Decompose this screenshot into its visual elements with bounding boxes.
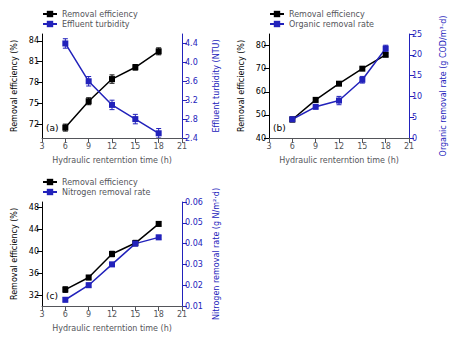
svg-text:3: 3 (39, 142, 44, 151)
svg-text:0.02: 0.02 (185, 281, 203, 290)
svg-text:(b): (b) (273, 123, 286, 133)
svg-text:Removal efficiency: Removal efficiency (62, 178, 138, 187)
svg-text:2.8: 2.8 (185, 115, 198, 124)
svg-text:3: 3 (39, 310, 44, 319)
svg-text:(a): (a) (46, 123, 59, 133)
svg-text:80: 80 (256, 41, 266, 50)
svg-text:Effluent turbidity (NTU): Effluent turbidity (NTU) (212, 39, 221, 132)
svg-text:25: 25 (412, 30, 422, 39)
svg-text:Removal efficiency (%): Removal efficiency (%) (10, 208, 19, 300)
svg-text:6: 6 (63, 142, 68, 151)
svg-text:Nitrogen removal rate: Nitrogen removal rate (62, 188, 150, 197)
svg-text:12: 12 (334, 142, 344, 151)
svg-text:40: 40 (29, 247, 39, 256)
svg-text:Removal efficiency (%): Removal efficiency (%) (237, 40, 246, 132)
svg-text:Removal efficiency (%): Removal efficiency (%) (10, 40, 19, 132)
svg-text:60: 60 (256, 87, 266, 96)
svg-text:48: 48 (29, 203, 39, 212)
svg-text:50: 50 (256, 110, 266, 119)
svg-text:0.01: 0.01 (185, 302, 203, 311)
svg-text:Organic removal rate (g COD/m³: Organic removal rate (g COD/m³·d) (439, 16, 448, 157)
svg-text:Effluent turbidity: Effluent turbidity (62, 20, 130, 29)
svg-text:18: 18 (381, 142, 391, 151)
svg-text:12: 12 (107, 142, 117, 151)
svg-text:12: 12 (107, 310, 117, 319)
svg-text:0.04: 0.04 (185, 239, 203, 248)
svg-text:78: 78 (29, 78, 39, 87)
svg-text:18: 18 (154, 142, 164, 151)
svg-text:21: 21 (404, 142, 414, 151)
svg-text:4.4: 4.4 (185, 39, 198, 48)
svg-text:0.05: 0.05 (185, 218, 203, 227)
svg-text:3.6: 3.6 (185, 77, 198, 86)
svg-text:Organic removal rate: Organic removal rate (289, 20, 374, 29)
svg-text:0: 0 (412, 133, 418, 143)
svg-text:6: 6 (63, 310, 68, 319)
svg-text:Hydraulic renterntion time (h): Hydraulic renterntion time (h) (279, 156, 399, 165)
svg-text:72: 72 (29, 120, 39, 129)
svg-text:10: 10 (412, 92, 422, 101)
svg-text:9: 9 (313, 142, 318, 151)
svg-text:32: 32 (29, 291, 39, 300)
svg-text:15: 15 (130, 142, 140, 151)
svg-text:9: 9 (86, 310, 91, 319)
svg-text:36: 36 (29, 269, 39, 278)
svg-text:0.06: 0.06 (185, 198, 203, 207)
svg-text:Nitrogen removal rate (g N/m²·: Nitrogen removal rate (g N/m²·d) (212, 188, 221, 320)
svg-text:44: 44 (29, 225, 39, 234)
svg-text:0.03: 0.03 (185, 260, 203, 269)
svg-text:21: 21 (177, 142, 187, 151)
svg-text:2.4: 2.4 (185, 133, 198, 143)
svg-text:Removal efficiency: Removal efficiency (289, 10, 365, 19)
svg-text:4.0: 4.0 (185, 58, 198, 67)
svg-text:15: 15 (357, 142, 367, 151)
svg-text:3: 3 (266, 142, 271, 151)
svg-text:18: 18 (154, 310, 164, 319)
svg-text:5: 5 (412, 113, 417, 122)
svg-text:Removal efficiency: Removal efficiency (62, 10, 138, 19)
svg-text:6: 6 (290, 142, 295, 151)
svg-text:21: 21 (177, 310, 187, 319)
svg-text:(c): (c) (46, 291, 58, 301)
svg-text:75: 75 (29, 99, 39, 108)
svg-text:Hydraulic renterntion time (h): Hydraulic renterntion time (h) (52, 156, 172, 165)
svg-text:70: 70 (256, 64, 266, 73)
svg-text:15: 15 (412, 71, 422, 80)
svg-text:20: 20 (412, 50, 422, 59)
svg-text:Hydraulic renterntion time (h): Hydraulic renterntion time (h) (52, 324, 172, 333)
svg-text:15: 15 (130, 310, 140, 319)
svg-text:9: 9 (86, 142, 91, 151)
svg-text:81: 81 (29, 57, 39, 66)
svg-text:40: 40 (256, 134, 266, 143)
svg-text:3.2: 3.2 (185, 96, 198, 105)
svg-text:84: 84 (29, 36, 39, 45)
